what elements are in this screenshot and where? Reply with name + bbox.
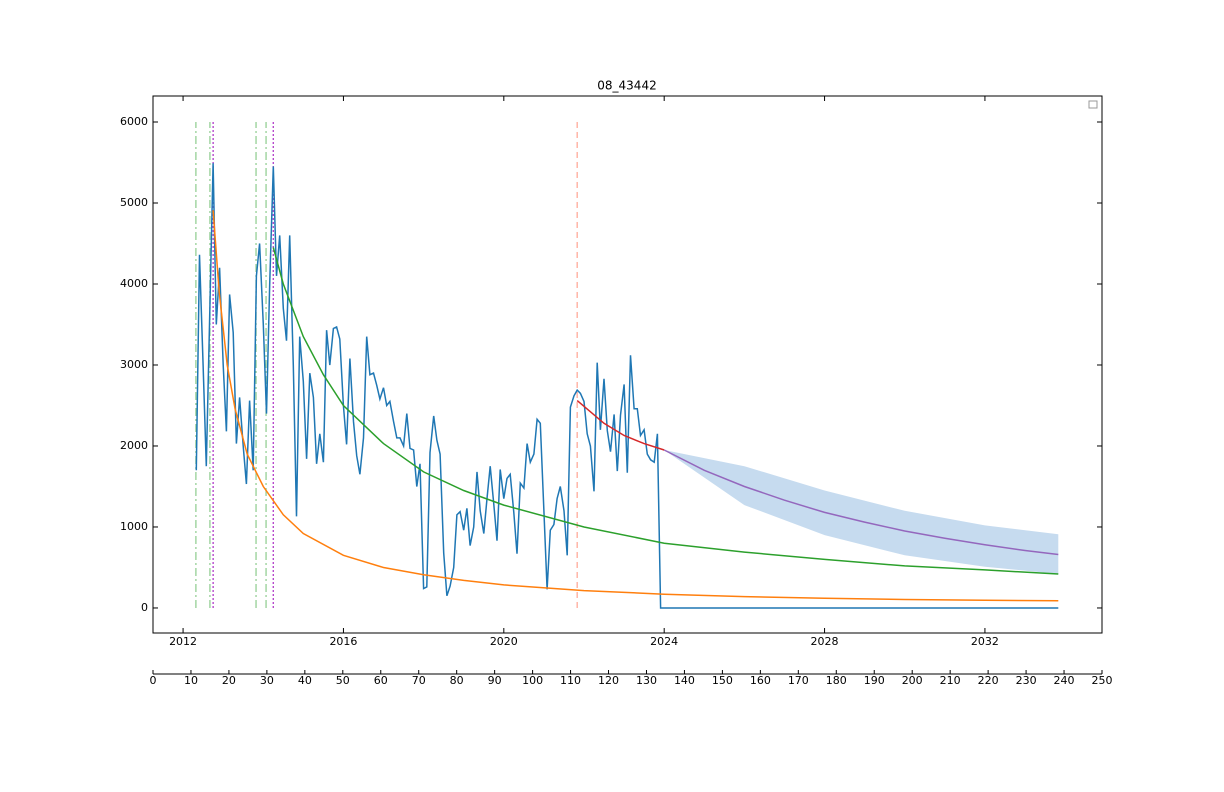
x-tick-label: 2024 [650, 635, 678, 648]
data-line [576, 400, 665, 451]
x-tick-label: 2016 [329, 635, 357, 648]
x2-tick-label: 200 [902, 674, 923, 687]
x2-tick-label: 210 [940, 674, 961, 687]
x2-tick-label: 160 [750, 674, 771, 687]
confidence-band [664, 450, 1059, 574]
data-line [195, 163, 1059, 609]
x2-tick-label: 150 [712, 674, 733, 687]
x-tick-label: 2020 [490, 635, 518, 648]
x2-tick-label: 240 [1054, 674, 1075, 687]
x2-tick-label: 10 [184, 674, 198, 687]
x2-tick-label: 30 [260, 674, 274, 687]
y-tick-label: 3000 [120, 358, 148, 371]
legend [1088, 100, 1098, 109]
x2-tick-label: 110 [560, 674, 581, 687]
y-tick-label: 5000 [120, 196, 148, 209]
x2-tick-label: 250 [1092, 674, 1113, 687]
data-line [272, 247, 1059, 575]
x2-tick-label: 60 [374, 674, 388, 687]
x2-tick-label: 190 [864, 674, 885, 687]
x2-tick-label: 50 [336, 674, 350, 687]
x2-tick-label: 120 [598, 674, 619, 687]
x2-tick-label: 230 [1016, 674, 1037, 687]
x2-tick-label: 0 [150, 674, 157, 687]
y-tick-label: 4000 [120, 277, 148, 290]
y-tick-label: 1000 [120, 520, 148, 533]
x2-tick-label: 170 [788, 674, 809, 687]
x2-tick-label: 80 [450, 674, 464, 687]
x-tick-label: 2032 [971, 635, 999, 648]
chart-title: 08_43442 [597, 79, 656, 93]
x-tick-label: 2028 [811, 635, 839, 648]
data-line [663, 449, 1059, 556]
x2-tick-label: 40 [298, 674, 312, 687]
x2-tick-label: 180 [826, 674, 847, 687]
x2-tick-label: 140 [674, 674, 695, 687]
x2-tick-label: 90 [488, 674, 502, 687]
x2-tick-label: 20 [222, 674, 236, 687]
y-tick-label: 0 [141, 601, 148, 614]
x2-tick-label: 220 [978, 674, 999, 687]
data-line [212, 210, 1059, 602]
x2-tick-label: 70 [412, 674, 426, 687]
x-tick-label: 2012 [169, 635, 197, 648]
x2-tick-label: 130 [636, 674, 657, 687]
x2-tick-label: 100 [522, 674, 543, 687]
y-tick-label: 2000 [120, 439, 148, 452]
y-tick-label: 6000 [120, 115, 148, 128]
